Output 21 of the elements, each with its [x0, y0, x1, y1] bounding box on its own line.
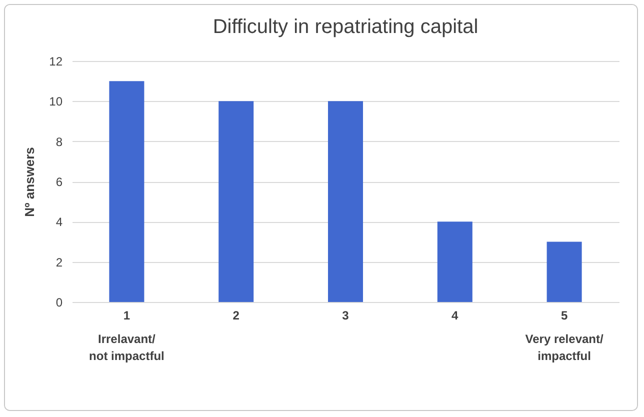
x-tick-label: 5	[560, 308, 568, 322]
y-tick-label: 10	[49, 94, 63, 109]
bar	[109, 81, 144, 302]
y-tick-label: 0	[56, 296, 63, 310]
bar	[437, 222, 472, 302]
chart-title: Difficulty in repatriating capital	[212, 16, 478, 38]
y-tick-label: 6	[56, 175, 63, 189]
bar	[218, 101, 254, 302]
text: Very relevant/ impactful	[525, 332, 604, 363]
x-tick-label: 3	[342, 308, 350, 322]
x-tick-label: 2	[232, 308, 240, 322]
x-tick-label: 1	[123, 308, 130, 322]
y-tick-label: 12	[49, 54, 63, 68]
y-axis-title: Nº answers	[22, 147, 38, 217]
bar	[328, 101, 364, 302]
x-tick-label: 4	[452, 308, 459, 322]
y-tick-label: 2	[56, 255, 63, 270]
bar	[546, 242, 582, 302]
y-tick-label: 4	[56, 215, 63, 230]
y-tick-label: 8	[56, 134, 63, 149]
text: Irrelavant/ not impactful	[89, 332, 164, 363]
